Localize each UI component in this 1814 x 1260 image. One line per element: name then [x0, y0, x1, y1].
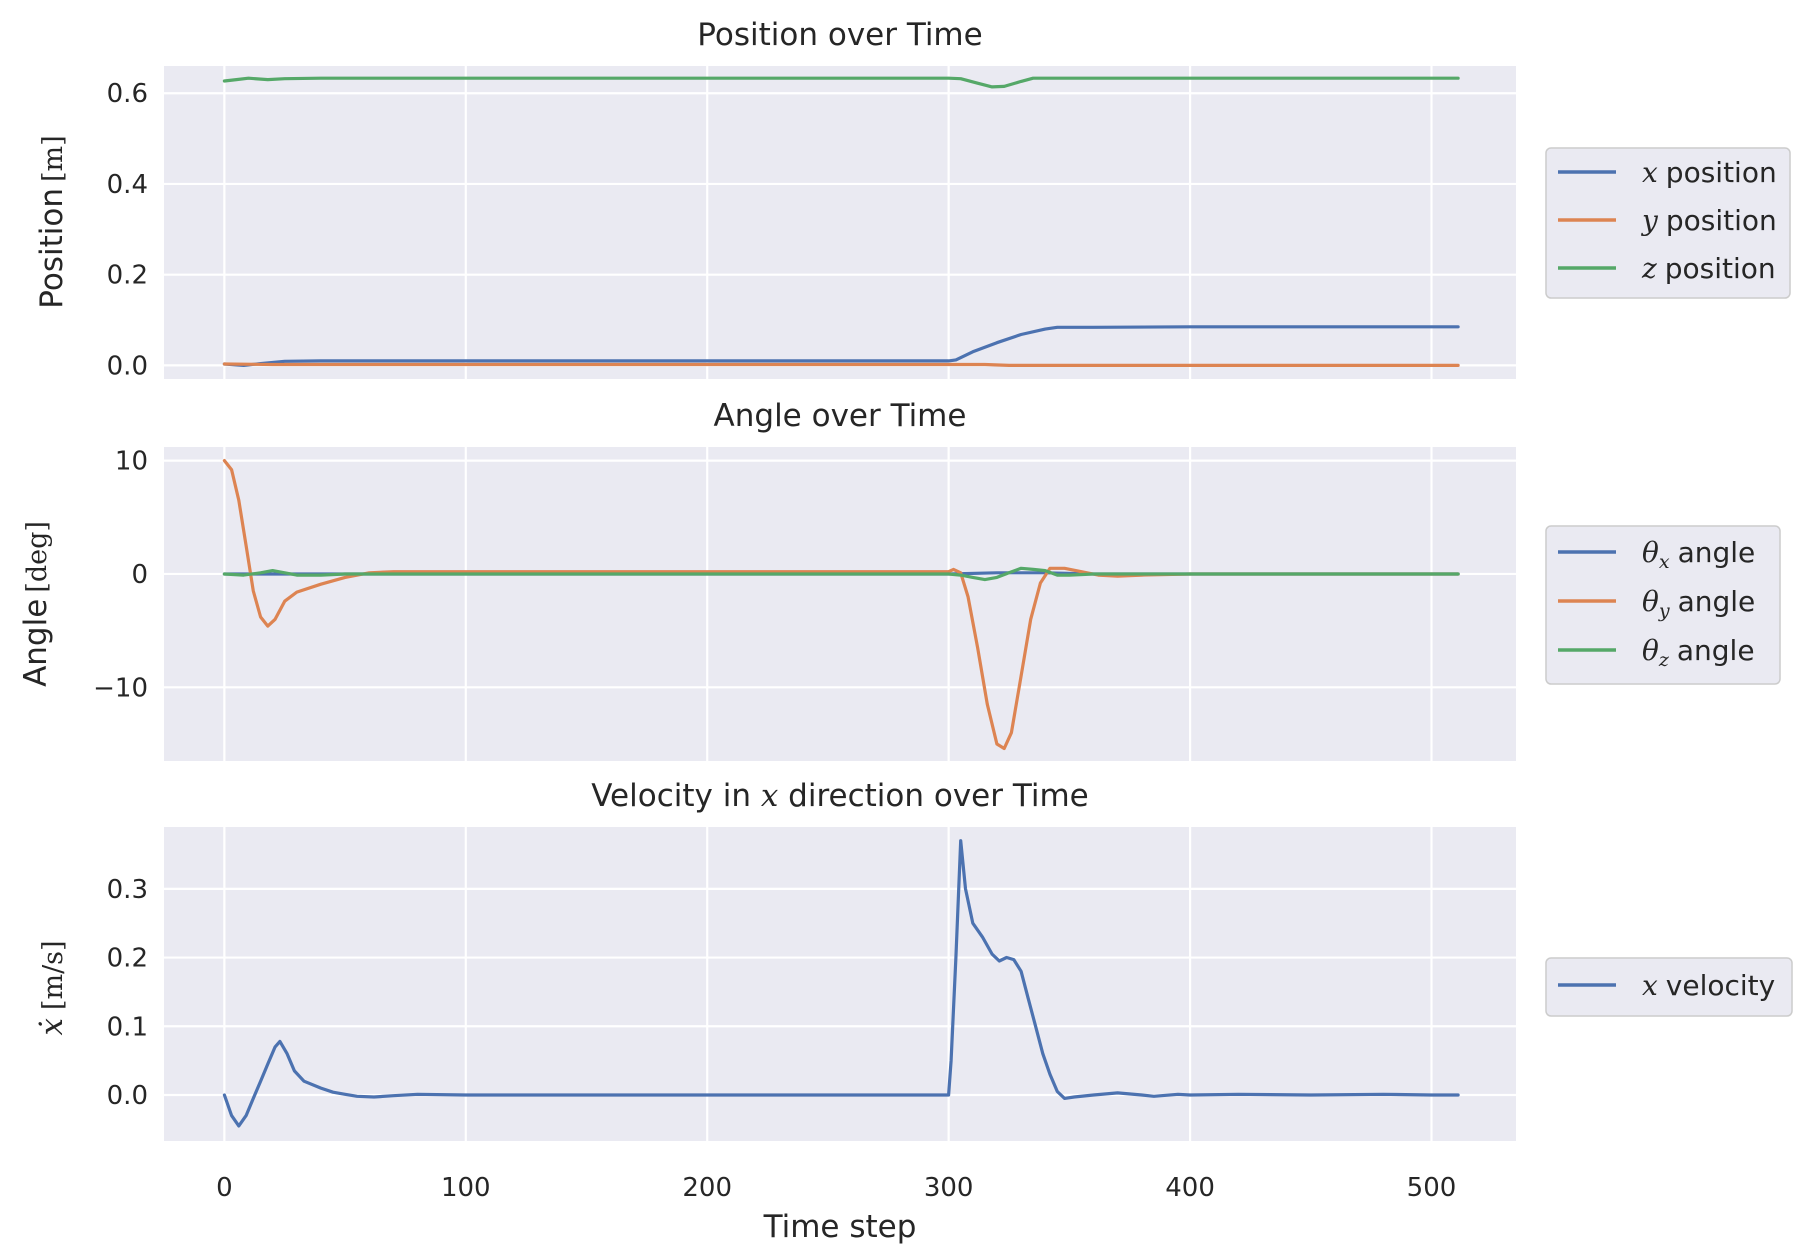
- legend-theta-x-label: θx angle: [1642, 536, 1755, 573]
- position-panel: 0.0 0.2 0.4 0.6 Position over Time Position…: [34, 17, 1791, 381]
- angle-lines: [222, 459, 1460, 751]
- velocity-ytick-label-3: 0.3: [107, 875, 148, 905]
- x-tick-label-3: 300: [924, 1173, 974, 1203]
- legend-theta-z-text: angle: [1677, 634, 1755, 667]
- velocity-y-ticks: 0.0 0.1 0.2 0.3: [107, 875, 148, 1111]
- legend-z-position-symbol: z: [1641, 252, 1657, 285]
- angle-legend: θx angle θy angle θz angle: [1545, 525, 1781, 685]
- x-axis-label: Time step: [763, 1209, 917, 1245]
- position-series-line-2: [222, 76, 1460, 89]
- angle-title: Angle over Time: [714, 398, 967, 434]
- legend-theta-x-sub: x: [1659, 551, 1670, 573]
- legend-theta-z-sub: z: [1658, 649, 1670, 671]
- angle-ylabel-text: Angle: [18, 599, 54, 687]
- legend-theta-z-label: θz angle: [1642, 634, 1755, 671]
- position-ytick-label-0: 0.0: [107, 351, 148, 381]
- legend-x-velocity-label: x velocity: [1642, 969, 1775, 1002]
- legend-theta-z-symbol: θ: [1642, 634, 1659, 667]
- angle-ylabel: Angle [deg]: [18, 521, 54, 687]
- legend-y-position-label: y position: [1640, 204, 1777, 237]
- velocity-legend: x velocity: [1545, 957, 1793, 1017]
- x-tick-label-0: 0: [216, 1173, 233, 1203]
- legend-theta-y-label: θy angle: [1642, 585, 1755, 622]
- position-ylabel-unit: [m]: [38, 135, 69, 182]
- legend-x-velocity-symbol: x: [1642, 969, 1658, 1002]
- velocity-lines: [222, 839, 1460, 1128]
- position-plot-area: [164, 66, 1516, 379]
- velocity-ytick-label-0: 0.0: [107, 1081, 148, 1111]
- legend-theta-y-text: angle: [1678, 585, 1756, 618]
- velocity-ylabel: ẋ [m/s]: [34, 940, 70, 1035]
- position-y-ticks: 0.0 0.2 0.4 0.6: [107, 79, 148, 381]
- x-tick-labels: 0 100 200 300 400 500: [216, 1173, 1456, 1203]
- velocity-ylabel-text: ẋ: [34, 1018, 70, 1036]
- angle-series-line-2: [222, 566, 1460, 582]
- angle-ytick-label-0: −10: [93, 673, 148, 703]
- legend-x-position-symbol: x: [1642, 156, 1658, 189]
- legend-theta-y-symbol: θ: [1642, 585, 1659, 618]
- x-tick-label-2: 200: [682, 1173, 732, 1203]
- legend-theta-x-symbol: θ: [1642, 536, 1659, 569]
- legend-y-position-text: position: [1666, 204, 1777, 237]
- x-tick-label-4: 400: [1165, 1173, 1215, 1203]
- position-legend-box: [1545, 147, 1791, 299]
- velocity-panel: 0.0 0.1 0.2 0.3 Velocity in x direction ove…: [34, 778, 1793, 1141]
- position-ylabel-text: Position: [34, 188, 70, 309]
- angle-legend-box: [1545, 525, 1781, 685]
- x-tick-label-1: 100: [441, 1173, 491, 1203]
- x-tick-label-5: 500: [1407, 1173, 1457, 1203]
- velocity-ytick-label-2: 0.2: [107, 944, 148, 974]
- position-ylabel: Position [m]: [34, 135, 70, 308]
- legend-theta-x-text: angle: [1678, 536, 1756, 569]
- position-series-line-0: [222, 325, 1460, 367]
- angle-plot-area: [164, 447, 1516, 761]
- angle-series-line-1: [222, 459, 1460, 751]
- position-ytick-label-1: 0.2: [107, 261, 148, 291]
- legend-z-position-label: z position: [1641, 252, 1776, 285]
- legend-z-position-text: position: [1665, 252, 1776, 285]
- velocity-title-part2: direction over Time: [778, 778, 1088, 814]
- position-series-line-1: [222, 362, 1460, 367]
- position-ytick-label-3: 0.6: [107, 79, 148, 109]
- velocity-series-line-0: [222, 839, 1460, 1128]
- angle-y-ticks: −10 0 10: [93, 447, 148, 704]
- angle-ytick-label-2: 10: [115, 447, 148, 477]
- position-lines: [222, 76, 1460, 367]
- legend-x-position-text: position: [1666, 156, 1777, 189]
- velocity-legend-box: [1545, 957, 1793, 1017]
- velocity-title: Velocity in x direction over Time: [591, 778, 1088, 814]
- legend-x-position-label: x position: [1642, 156, 1777, 189]
- position-ytick-label-2: 0.4: [107, 170, 148, 200]
- angle-ylabel-unit: [deg]: [22, 521, 53, 593]
- velocity-ylabel-unit: [m/s]: [38, 940, 69, 1010]
- legend-theta-y-sub: y: [1658, 600, 1670, 622]
- velocity-ytick-label-1: 0.1: [107, 1012, 148, 1042]
- position-legend: x position y position z position: [1545, 147, 1791, 299]
- legend-y-position-symbol: y: [1640, 204, 1659, 237]
- angle-gridlines: [164, 447, 1516, 761]
- angle-ytick-label-1: 0: [131, 560, 148, 590]
- velocity-title-part1: Velocity in: [591, 778, 761, 814]
- legend-x-velocity-text: velocity: [1666, 969, 1775, 1002]
- position-title: Position over Time: [697, 17, 982, 53]
- velocity-plot-area: [164, 827, 1516, 1141]
- velocity-title-symbol: x: [761, 778, 779, 814]
